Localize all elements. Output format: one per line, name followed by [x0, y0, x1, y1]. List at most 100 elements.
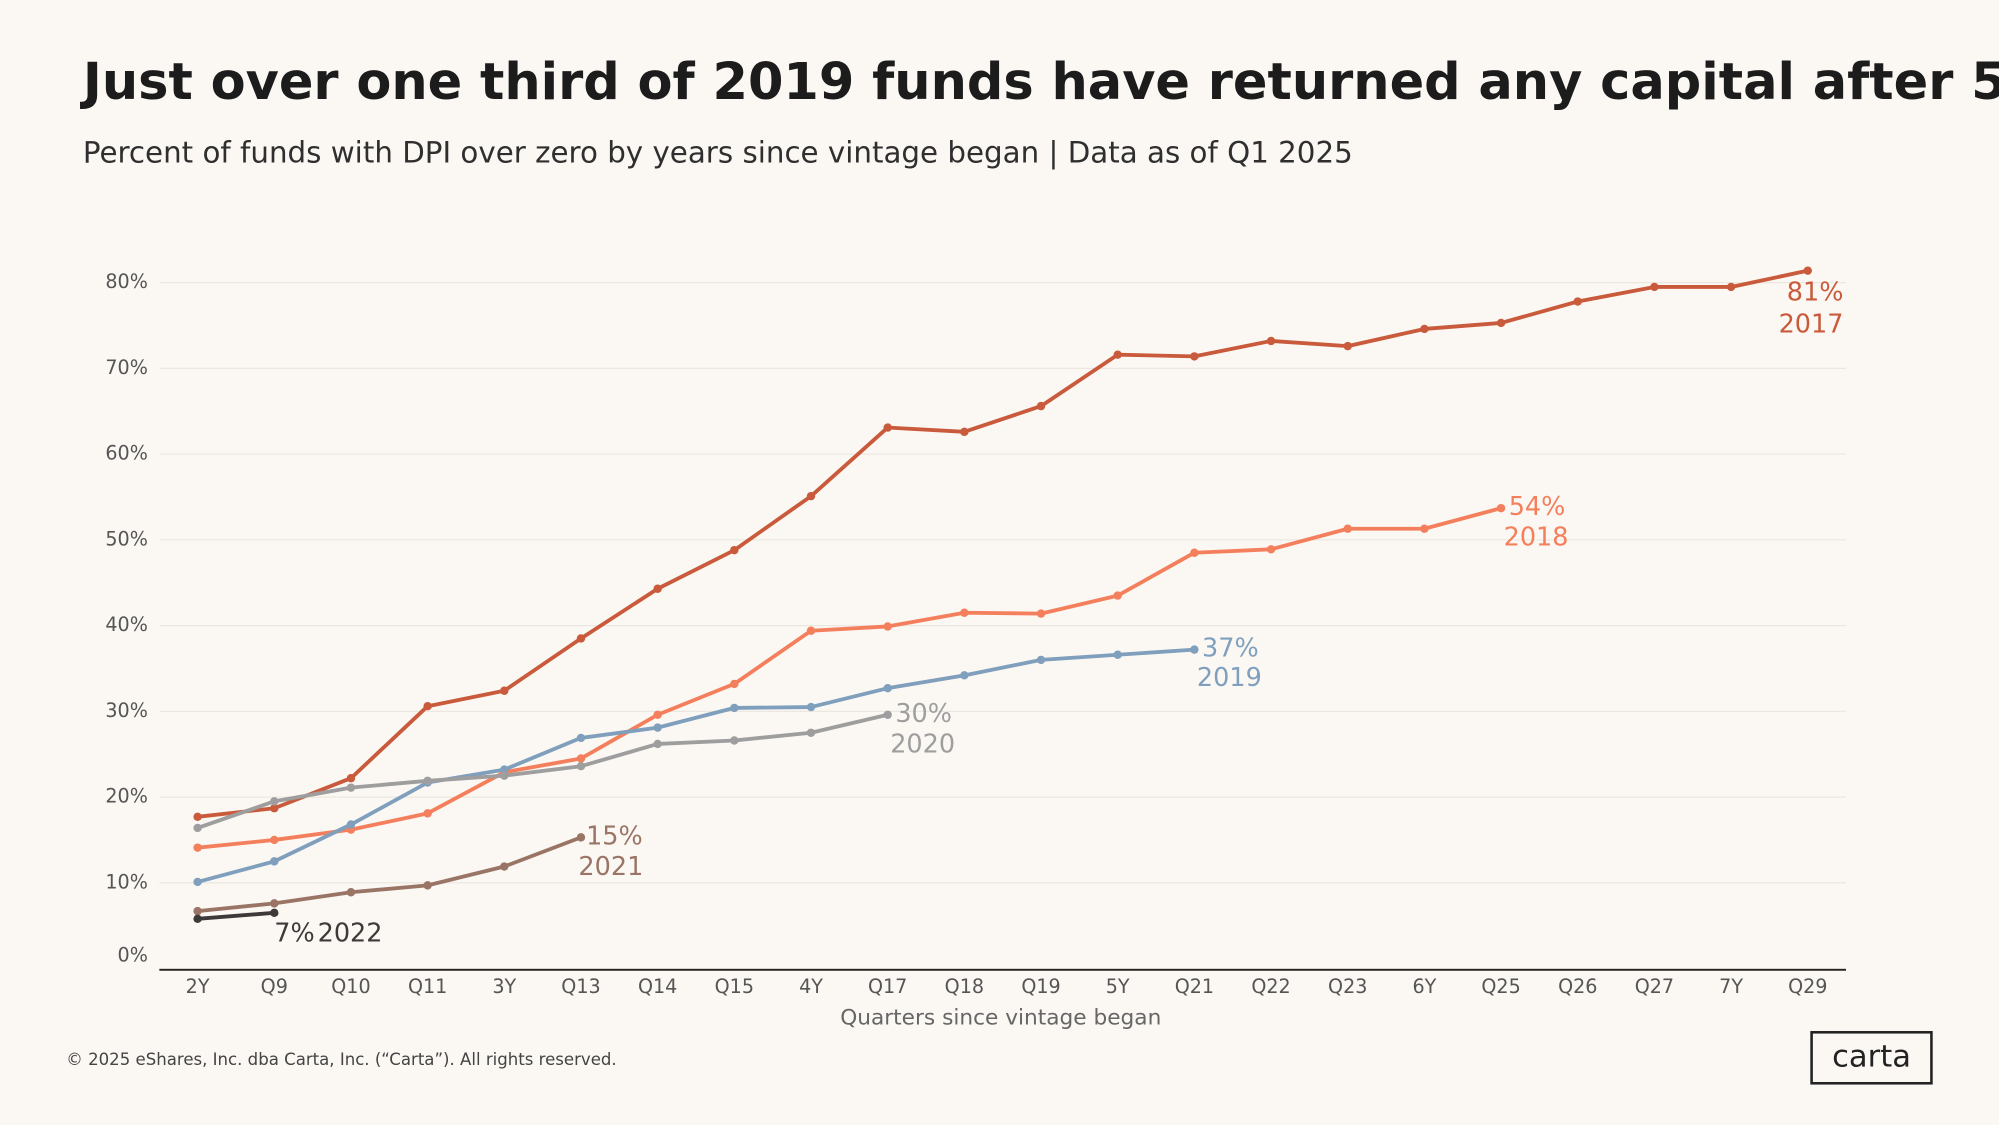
x-tick-label: Q13	[561, 975, 600, 998]
x-tick-label: Q23	[1328, 975, 1367, 998]
data-point	[193, 906, 202, 916]
data-point	[270, 797, 279, 806]
x-tick-label: Q22	[1251, 975, 1290, 998]
data-point	[423, 776, 432, 785]
data-point	[806, 702, 816, 712]
logo-box	[1810, 1031, 1933, 1085]
logo: carta	[1832, 1039, 1911, 1074]
data-point	[730, 679, 739, 689]
data-point	[1113, 591, 1122, 600]
data-point	[346, 888, 356, 897]
x-axis-label: Quarters since vintage began	[840, 1005, 1161, 1030]
data-point	[1573, 297, 1582, 306]
series-line	[197, 910, 275, 921]
data-point	[883, 622, 892, 631]
data-point	[653, 723, 662, 732]
value-label: 54%	[1509, 492, 1566, 522]
data-point	[1650, 282, 1659, 292]
data-point	[270, 857, 279, 866]
data-point	[1420, 524, 1429, 533]
data-point	[1190, 645, 1199, 654]
y-tick-label: 10%	[105, 870, 147, 893]
series-label: 2019	[1197, 663, 1262, 693]
data-point	[1190, 352, 1199, 361]
x-tick-label: Q19	[1021, 975, 1060, 998]
data-point	[576, 733, 586, 743]
data-point	[576, 754, 586, 763]
data-point	[576, 833, 586, 842]
y-tick-label: 80%	[105, 270, 147, 293]
x-tick-label: Q14	[638, 975, 677, 998]
data-point	[883, 683, 892, 693]
data-point	[423, 701, 432, 711]
x-tick-label: Q17	[868, 975, 907, 998]
data-point	[500, 686, 509, 695]
y-tick-label: 20%	[105, 785, 147, 808]
y-tick-label: 50%	[105, 527, 147, 550]
chart-subtitle: Percent of funds with DPI over zero by y…	[83, 135, 1353, 170]
y-tick-label: 60%	[105, 442, 147, 465]
data-point	[500, 771, 509, 780]
x-tick-label: Q18	[945, 975, 984, 998]
data-point	[1803, 266, 1812, 275]
data-point	[1343, 524, 1352, 533]
data-point	[270, 804, 279, 813]
data-point	[500, 862, 509, 871]
x-tick-label: Q25	[1481, 975, 1520, 998]
data-point	[1036, 401, 1046, 411]
value-label: 7%	[274, 918, 314, 948]
data-point	[653, 739, 662, 749]
chart-title: Just over one third of 2019 funds have r…	[80, 53, 1999, 112]
data-point	[270, 908, 279, 918]
data-point	[1190, 548, 1199, 557]
data-point	[270, 899, 279, 908]
data-point	[1036, 609, 1046, 618]
data-point	[1420, 324, 1429, 334]
data-point	[653, 584, 662, 593]
data-point	[346, 783, 356, 792]
data-point	[1496, 318, 1506, 328]
x-tick-label: Q29	[1788, 975, 1827, 998]
data-point	[730, 703, 739, 713]
y-tick-label: 40%	[105, 613, 147, 636]
data-point	[653, 710, 662, 719]
data-point	[500, 765, 509, 774]
x-tick-label: Q27	[1635, 975, 1674, 998]
data-point	[960, 608, 969, 617]
footer: © 2025 eShares, Inc. dba Carta, Inc. (“C…	[66, 1050, 616, 1069]
data-point	[576, 634, 586, 643]
y-tick-label: 30%	[105, 699, 147, 722]
x-tick-label: Q15	[715, 975, 754, 998]
data-point	[1726, 282, 1736, 292]
data-point	[806, 728, 816, 737]
series-label: 2018	[1504, 523, 1569, 553]
series-line	[197, 506, 1502, 850]
data-point	[960, 427, 969, 437]
value-label: 15%	[586, 821, 643, 851]
x-tick-label: 4Y	[799, 975, 823, 998]
data-point	[730, 736, 739, 745]
data-point	[1266, 545, 1276, 554]
data-point	[806, 491, 816, 501]
series-line	[197, 647, 1195, 884]
data-point	[270, 835, 279, 845]
data-point	[1113, 350, 1122, 359]
x-tick-label: Q11	[408, 975, 447, 998]
series-line	[197, 835, 582, 914]
x-tick-label: 6Y	[1412, 975, 1436, 998]
value-label: 37%	[1202, 634, 1259, 664]
data-point	[730, 545, 739, 555]
y-tick-label: 0%	[118, 943, 148, 966]
series-label: 2021	[578, 852, 643, 882]
x-tick-label: 5Y	[1106, 975, 1130, 998]
data-point	[193, 843, 202, 852]
data-point	[576, 762, 586, 771]
data-point	[193, 877, 202, 887]
data-point	[1496, 503, 1506, 513]
series-label: 2022	[318, 918, 383, 948]
data-point	[193, 812, 202, 822]
value-label: 30%	[895, 699, 952, 729]
